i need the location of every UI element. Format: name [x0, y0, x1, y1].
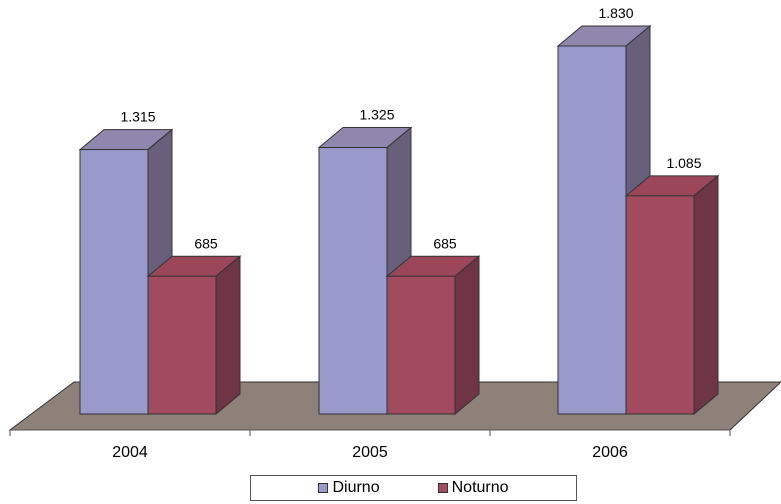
legend-label-diurno: Diurno: [332, 479, 380, 496]
bar-noturno-2005: [385, 255, 481, 416]
data-label-noturno-2004: 685: [194, 235, 218, 251]
bar-side-noturno-2004: [215, 255, 241, 416]
bar-front-diurno-2006: [557, 45, 627, 415]
data-labels: 1.315 685 1.325 685 1.830 1.085: [120, 5, 701, 251]
x-tick-label-2004: 2004: [112, 444, 148, 461]
legend-swatch-diurno: [318, 483, 329, 493]
data-label-diurno-2005: 1.325: [359, 107, 394, 123]
bar-front-noturno-2005: [386, 275, 456, 415]
legend-swatch-noturno: [437, 483, 448, 493]
chart-bars: [78, 24, 720, 416]
data-label-noturno-2006: 1.085: [666, 155, 701, 171]
bar-front-diurno-2005: [318, 147, 388, 415]
legend-item-noturno: Noturno: [437, 479, 509, 497]
bar-front-noturno-2004: [147, 275, 217, 415]
x-tick-label-2005: 2005: [352, 444, 388, 461]
data-label-diurno-2006: 1.830: [598, 5, 633, 21]
bar-side-noturno-2005: [454, 255, 480, 416]
legend-item-diurno: Diurno: [318, 479, 380, 497]
bar-front-noturno-2006: [625, 195, 695, 415]
legend: Diurno Noturno: [250, 475, 577, 501]
bar-front-diurno-2004: [79, 149, 149, 415]
bar-noturno-2004: [146, 255, 242, 416]
legend-label-noturno: Noturno: [451, 479, 509, 496]
x-tick-label-2006: 2006: [592, 444, 628, 461]
bar-noturno-2006: [624, 174, 720, 416]
data-label-noturno-2005: 685: [433, 235, 457, 251]
bar-side-noturno-2006: [693, 174, 719, 416]
data-label-diurno-2004: 1.315: [120, 109, 155, 125]
x-axis: 2004 2005 2006: [9, 429, 731, 461]
